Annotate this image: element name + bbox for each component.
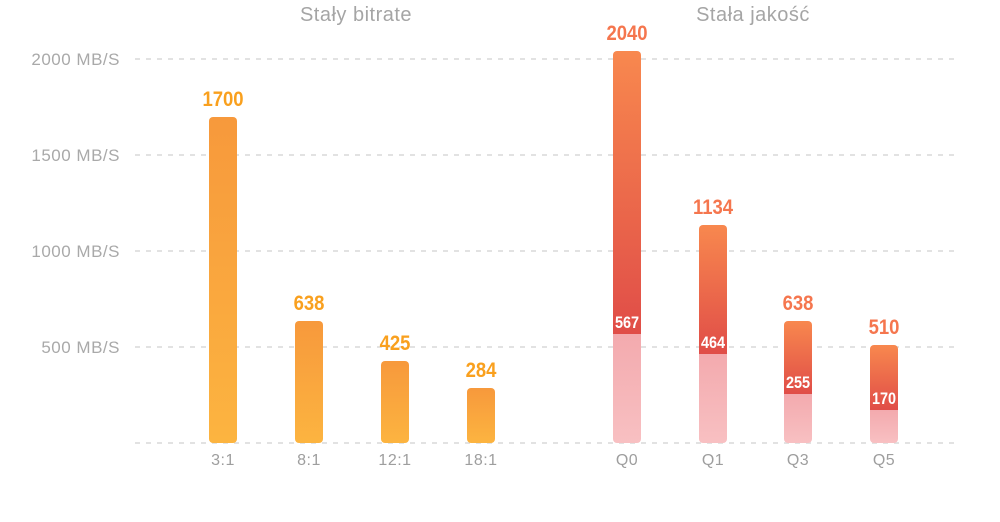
- bar-segment-base: [784, 394, 812, 443]
- x-axis-label-3:1: 3:1: [211, 452, 235, 469]
- bar-Q3: 255: [784, 320, 812, 443]
- group-title-constant-quality: Stała jakość: [696, 4, 810, 26]
- bar-Q1: 464: [699, 225, 727, 443]
- group-title-constant-bitrate: Stały bitrate: [299, 4, 413, 26]
- bar-12:1: [381, 361, 409, 443]
- gridline-500: [135, 346, 957, 348]
- bar-base-value-label: 464: [700, 332, 726, 352]
- y-axis-label: 500 MB/S: [41, 338, 120, 357]
- x-axis-label-Q0: Q0: [615, 452, 639, 469]
- bar-segment-upper: [699, 225, 727, 354]
- gridline-0: [135, 442, 957, 444]
- bar-base-value-label: 170: [871, 389, 897, 409]
- bar-base-value-label: 255: [785, 373, 811, 393]
- x-axis-label-Q5: Q5: [872, 452, 896, 469]
- bar-base-value-label: 567: [614, 313, 640, 333]
- bar-3:1: [209, 116, 237, 443]
- bar-segment-base: [699, 353, 727, 443]
- bar-segment-upper: [613, 51, 641, 335]
- bar-value-label: 284: [465, 359, 497, 383]
- bar-segment-base: [613, 334, 641, 443]
- x-axis-label-Q1: Q1: [701, 452, 725, 469]
- bar-value-label: 638: [782, 291, 814, 315]
- bar-segment-upper: [870, 345, 898, 411]
- x-axis-label-8:1: 8:1: [297, 452, 321, 469]
- bar-value-label: 1700: [202, 87, 244, 111]
- x-axis-label-12:1: 12:1: [378, 452, 412, 469]
- y-axis-label: 1000 MB/S: [31, 242, 120, 261]
- y-axis-label: 1500 MB/S: [31, 146, 120, 165]
- x-axis-label-Q3: Q3: [786, 452, 810, 469]
- y-axis-label: 2000 MB/S: [31, 50, 120, 69]
- bar-value-label: 510: [868, 316, 900, 340]
- gridline-1000: [135, 250, 957, 252]
- gridline-2000: [135, 58, 957, 60]
- bar-Q5: 170: [870, 345, 898, 443]
- bar-segment-base: [870, 410, 898, 443]
- bar-value-label: 638: [293, 291, 325, 315]
- bar-value-label: 1134: [692, 196, 734, 220]
- bar-Q0: 567: [613, 51, 641, 443]
- x-axis-label-18:1: 18:1: [464, 452, 498, 469]
- bar-value-label: 2040: [606, 22, 648, 46]
- bar-8:1: [295, 320, 323, 443]
- bar-segment-upper: [784, 320, 812, 395]
- bar-18:1: [467, 388, 495, 443]
- gridline-1500: [135, 154, 957, 156]
- bar-value-label: 425: [379, 332, 411, 356]
